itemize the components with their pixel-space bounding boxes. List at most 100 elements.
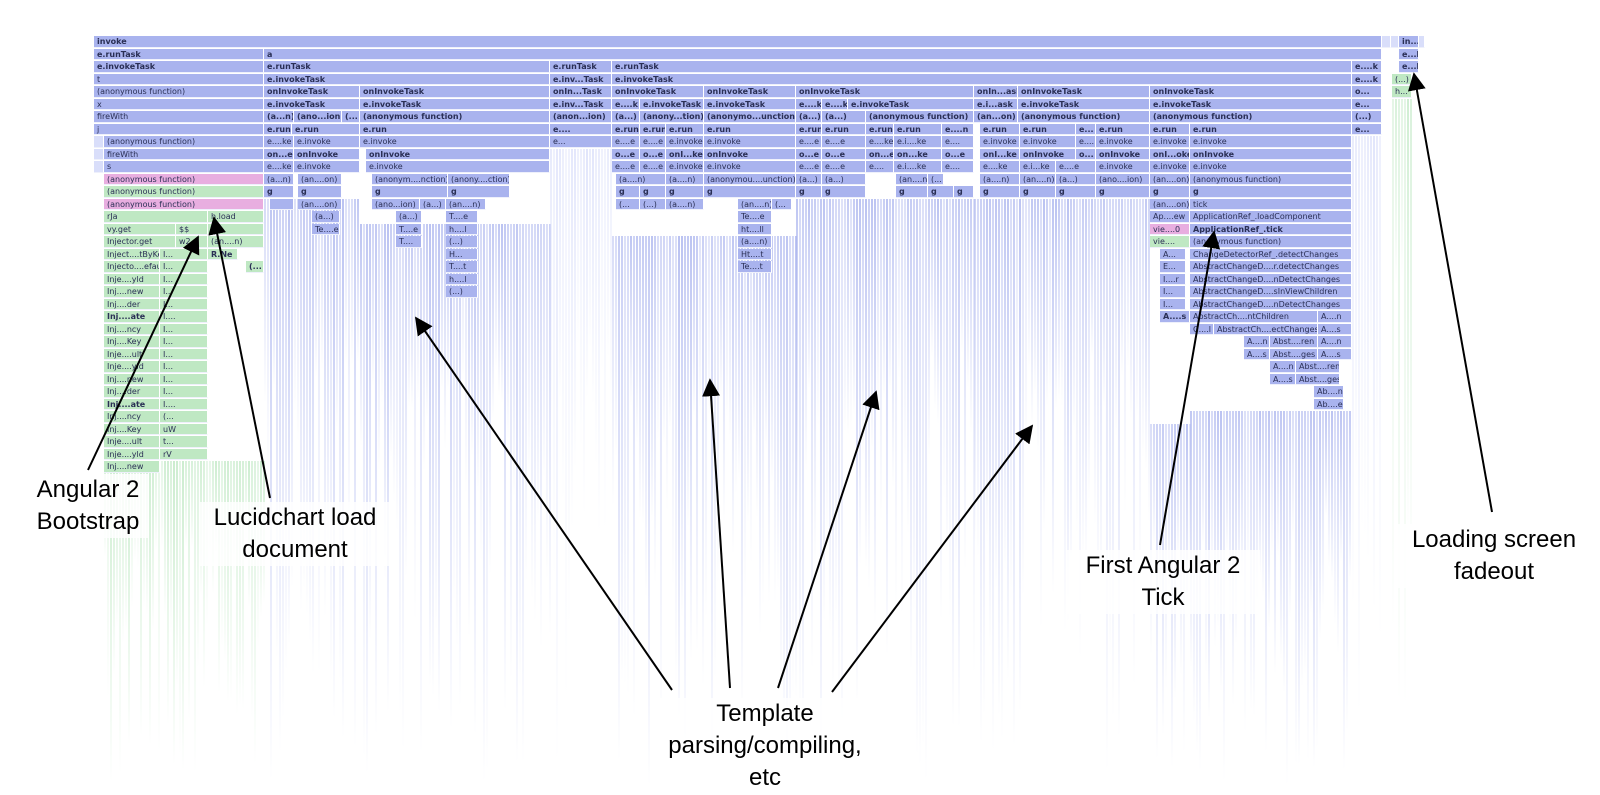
flame-frame[interactable]: invoke bbox=[94, 36, 1382, 48]
flame-frame[interactable]: on...e bbox=[866, 148, 894, 160]
flame-frame[interactable] bbox=[1419, 36, 1425, 48]
flame-frame[interactable]: Inj....ate bbox=[104, 311, 160, 323]
flame-frame[interactable]: e.invoke bbox=[294, 136, 360, 148]
flame-frame[interactable]: e.invoke bbox=[366, 161, 550, 173]
flame-frame[interactable]: (a...) bbox=[396, 211, 422, 223]
flame-frame[interactable]: Inje....ult bbox=[104, 436, 160, 448]
flame-frame[interactable]: e.run bbox=[1150, 123, 1190, 135]
flame-frame[interactable]: C....l bbox=[1190, 323, 1214, 335]
flame-frame[interactable]: g bbox=[796, 186, 822, 198]
flame-frame[interactable]: onInvokeTask bbox=[704, 86, 796, 98]
flame-frame[interactable]: (a....n) bbox=[666, 198, 704, 210]
flame-frame[interactable]: e.invoke bbox=[1096, 161, 1150, 173]
flame-frame[interactable]: e.run bbox=[666, 123, 704, 135]
flame-frame[interactable]: g bbox=[896, 186, 928, 198]
flame-frame[interactable]: (a...) bbox=[1056, 173, 1096, 185]
flame-frame[interactable]: Inje....yld bbox=[104, 448, 160, 460]
flame-frame[interactable]: g bbox=[372, 186, 448, 198]
flame-frame[interactable]: AbstractChangeD....nDetectChanges bbox=[1190, 298, 1352, 310]
flame-frame[interactable]: (anonymous function) bbox=[104, 173, 264, 185]
flame-frame[interactable]: e... bbox=[1352, 98, 1382, 110]
flame-frame[interactable]: g bbox=[1150, 186, 1190, 198]
flame-frame[interactable]: e... bbox=[1352, 123, 1382, 135]
flame-frame[interactable]: Inj....new bbox=[104, 286, 160, 298]
flame-frame[interactable]: (a...n) bbox=[264, 173, 294, 185]
flame-frame[interactable]: o... bbox=[1076, 148, 1096, 160]
flame-frame[interactable]: I... bbox=[160, 261, 208, 273]
flame-frame[interactable]: (anonymous function) bbox=[104, 136, 264, 148]
flame-frame[interactable]: (anonymous function) bbox=[104, 186, 264, 198]
flame-frame[interactable]: e... bbox=[1076, 123, 1096, 135]
flame-frame[interactable]: T.... bbox=[396, 236, 422, 248]
flame-frame[interactable]: e...k bbox=[1399, 61, 1419, 73]
flame-frame[interactable]: Injector.get bbox=[104, 236, 176, 248]
flame-frame[interactable]: vy.get bbox=[104, 223, 176, 235]
flame-frame[interactable]: (an....on) bbox=[298, 173, 342, 185]
flame-frame[interactable]: A....s bbox=[1160, 311, 1190, 323]
flame-frame[interactable]: (ano...ion) bbox=[372, 198, 420, 210]
flame-frame[interactable]: Inje....ult bbox=[104, 348, 160, 360]
flame-frame[interactable]: a bbox=[264, 48, 1382, 60]
flame-frame[interactable]: AbstractChangeD....sInViewChildren bbox=[1190, 286, 1352, 298]
flame-frame[interactable]: e....e bbox=[612, 136, 640, 148]
flame-frame[interactable]: Inj....new bbox=[104, 461, 160, 473]
flame-frame[interactable]: e.run bbox=[264, 123, 292, 135]
flame-frame[interactable]: g bbox=[298, 186, 342, 198]
flame-frame[interactable]: (a...) bbox=[312, 211, 340, 223]
flame-frame[interactable]: e....e bbox=[822, 136, 866, 148]
flame-frame[interactable]: (...) bbox=[1352, 111, 1382, 123]
flame-frame[interactable]: e.invoke bbox=[360, 136, 550, 148]
flame-frame[interactable]: e.i...ke bbox=[1020, 161, 1056, 173]
flame-frame[interactable]: e.invokeTask bbox=[612, 73, 1352, 85]
flame-frame[interactable]: o...e bbox=[640, 148, 666, 160]
flame-frame[interactable]: e....ke bbox=[264, 136, 294, 148]
flame-frame[interactable]: g bbox=[666, 186, 704, 198]
flame-frame[interactable]: o...e bbox=[612, 148, 640, 160]
flame-frame[interactable]: e.... bbox=[866, 161, 894, 173]
flame-frame[interactable]: onInvoke bbox=[1190, 148, 1352, 160]
flame-frame[interactable]: Zj bbox=[208, 223, 264, 235]
flame-frame[interactable]: e.invoke bbox=[1020, 136, 1076, 148]
flame-frame[interactable]: vie....0 bbox=[1150, 223, 1190, 235]
flame-frame[interactable]: e.invokeTask bbox=[264, 98, 360, 110]
flame-frame[interactable]: e.invoke bbox=[1150, 161, 1190, 173]
flame-frame[interactable]: e.invoke bbox=[704, 136, 796, 148]
flame-frame[interactable]: T....t bbox=[446, 261, 478, 273]
flame-frame[interactable]: e.invokeTask bbox=[848, 98, 974, 110]
flame-frame[interactable]: h... bbox=[1392, 86, 1412, 98]
flame-frame[interactable]: e.... bbox=[550, 123, 612, 135]
flame-frame[interactable]: I... bbox=[1160, 298, 1186, 310]
flame-frame[interactable]: e.run bbox=[704, 123, 796, 135]
flame-frame[interactable]: e.invokeTask bbox=[640, 98, 704, 110]
flame-frame[interactable]: onInvoke bbox=[294, 148, 360, 160]
flame-frame[interactable]: x bbox=[94, 98, 264, 110]
flame-frame[interactable]: (... bbox=[772, 198, 792, 210]
flame-frame[interactable]: e.invoke bbox=[980, 136, 1020, 148]
flame-frame[interactable]: w2 bbox=[176, 236, 208, 248]
flame-frame[interactable]: Abst....ren bbox=[1296, 361, 1340, 373]
flame-frame[interactable]: e.inv...Task bbox=[550, 73, 612, 85]
flame-frame[interactable]: (an....on) bbox=[298, 198, 342, 210]
flame-frame[interactable]: A....n bbox=[1318, 336, 1352, 348]
flame-frame[interactable]: e.run bbox=[980, 123, 1020, 135]
flame-frame[interactable]: e.invoke bbox=[704, 161, 796, 173]
flame-frame[interactable]: onIn...Task bbox=[550, 86, 612, 98]
flame-frame[interactable]: AbstractChangeD....r.detectChanges bbox=[1190, 261, 1352, 273]
flame-frame[interactable]: (...) bbox=[640, 198, 666, 210]
flame-frame[interactable]: on...e bbox=[264, 148, 294, 160]
flame-frame[interactable]: e....e bbox=[796, 161, 822, 173]
flame-frame[interactable]: onInvoke bbox=[704, 148, 796, 160]
flame-frame[interactable]: (anonymo...unction) bbox=[704, 111, 796, 123]
flame-frame[interactable]: e.runTask bbox=[550, 61, 612, 73]
flame-frame[interactable]: H... bbox=[446, 248, 478, 260]
flame-frame[interactable]: (a...) bbox=[612, 111, 640, 123]
flame-frame[interactable] bbox=[94, 161, 104, 173]
flame-frame[interactable]: Abst....ren bbox=[1270, 336, 1318, 348]
flame-frame[interactable]: e.invokeTask bbox=[1018, 98, 1150, 110]
flame-frame[interactable]: e.run bbox=[292, 123, 360, 135]
flame-frame[interactable]: Inj....Key bbox=[104, 336, 160, 348]
flame-frame[interactable]: I... bbox=[160, 386, 208, 398]
flame-frame[interactable]: Inj....Key bbox=[104, 423, 160, 435]
flame-frame[interactable]: g bbox=[1096, 186, 1150, 198]
flame-frame[interactable]: e.... bbox=[942, 161, 974, 173]
